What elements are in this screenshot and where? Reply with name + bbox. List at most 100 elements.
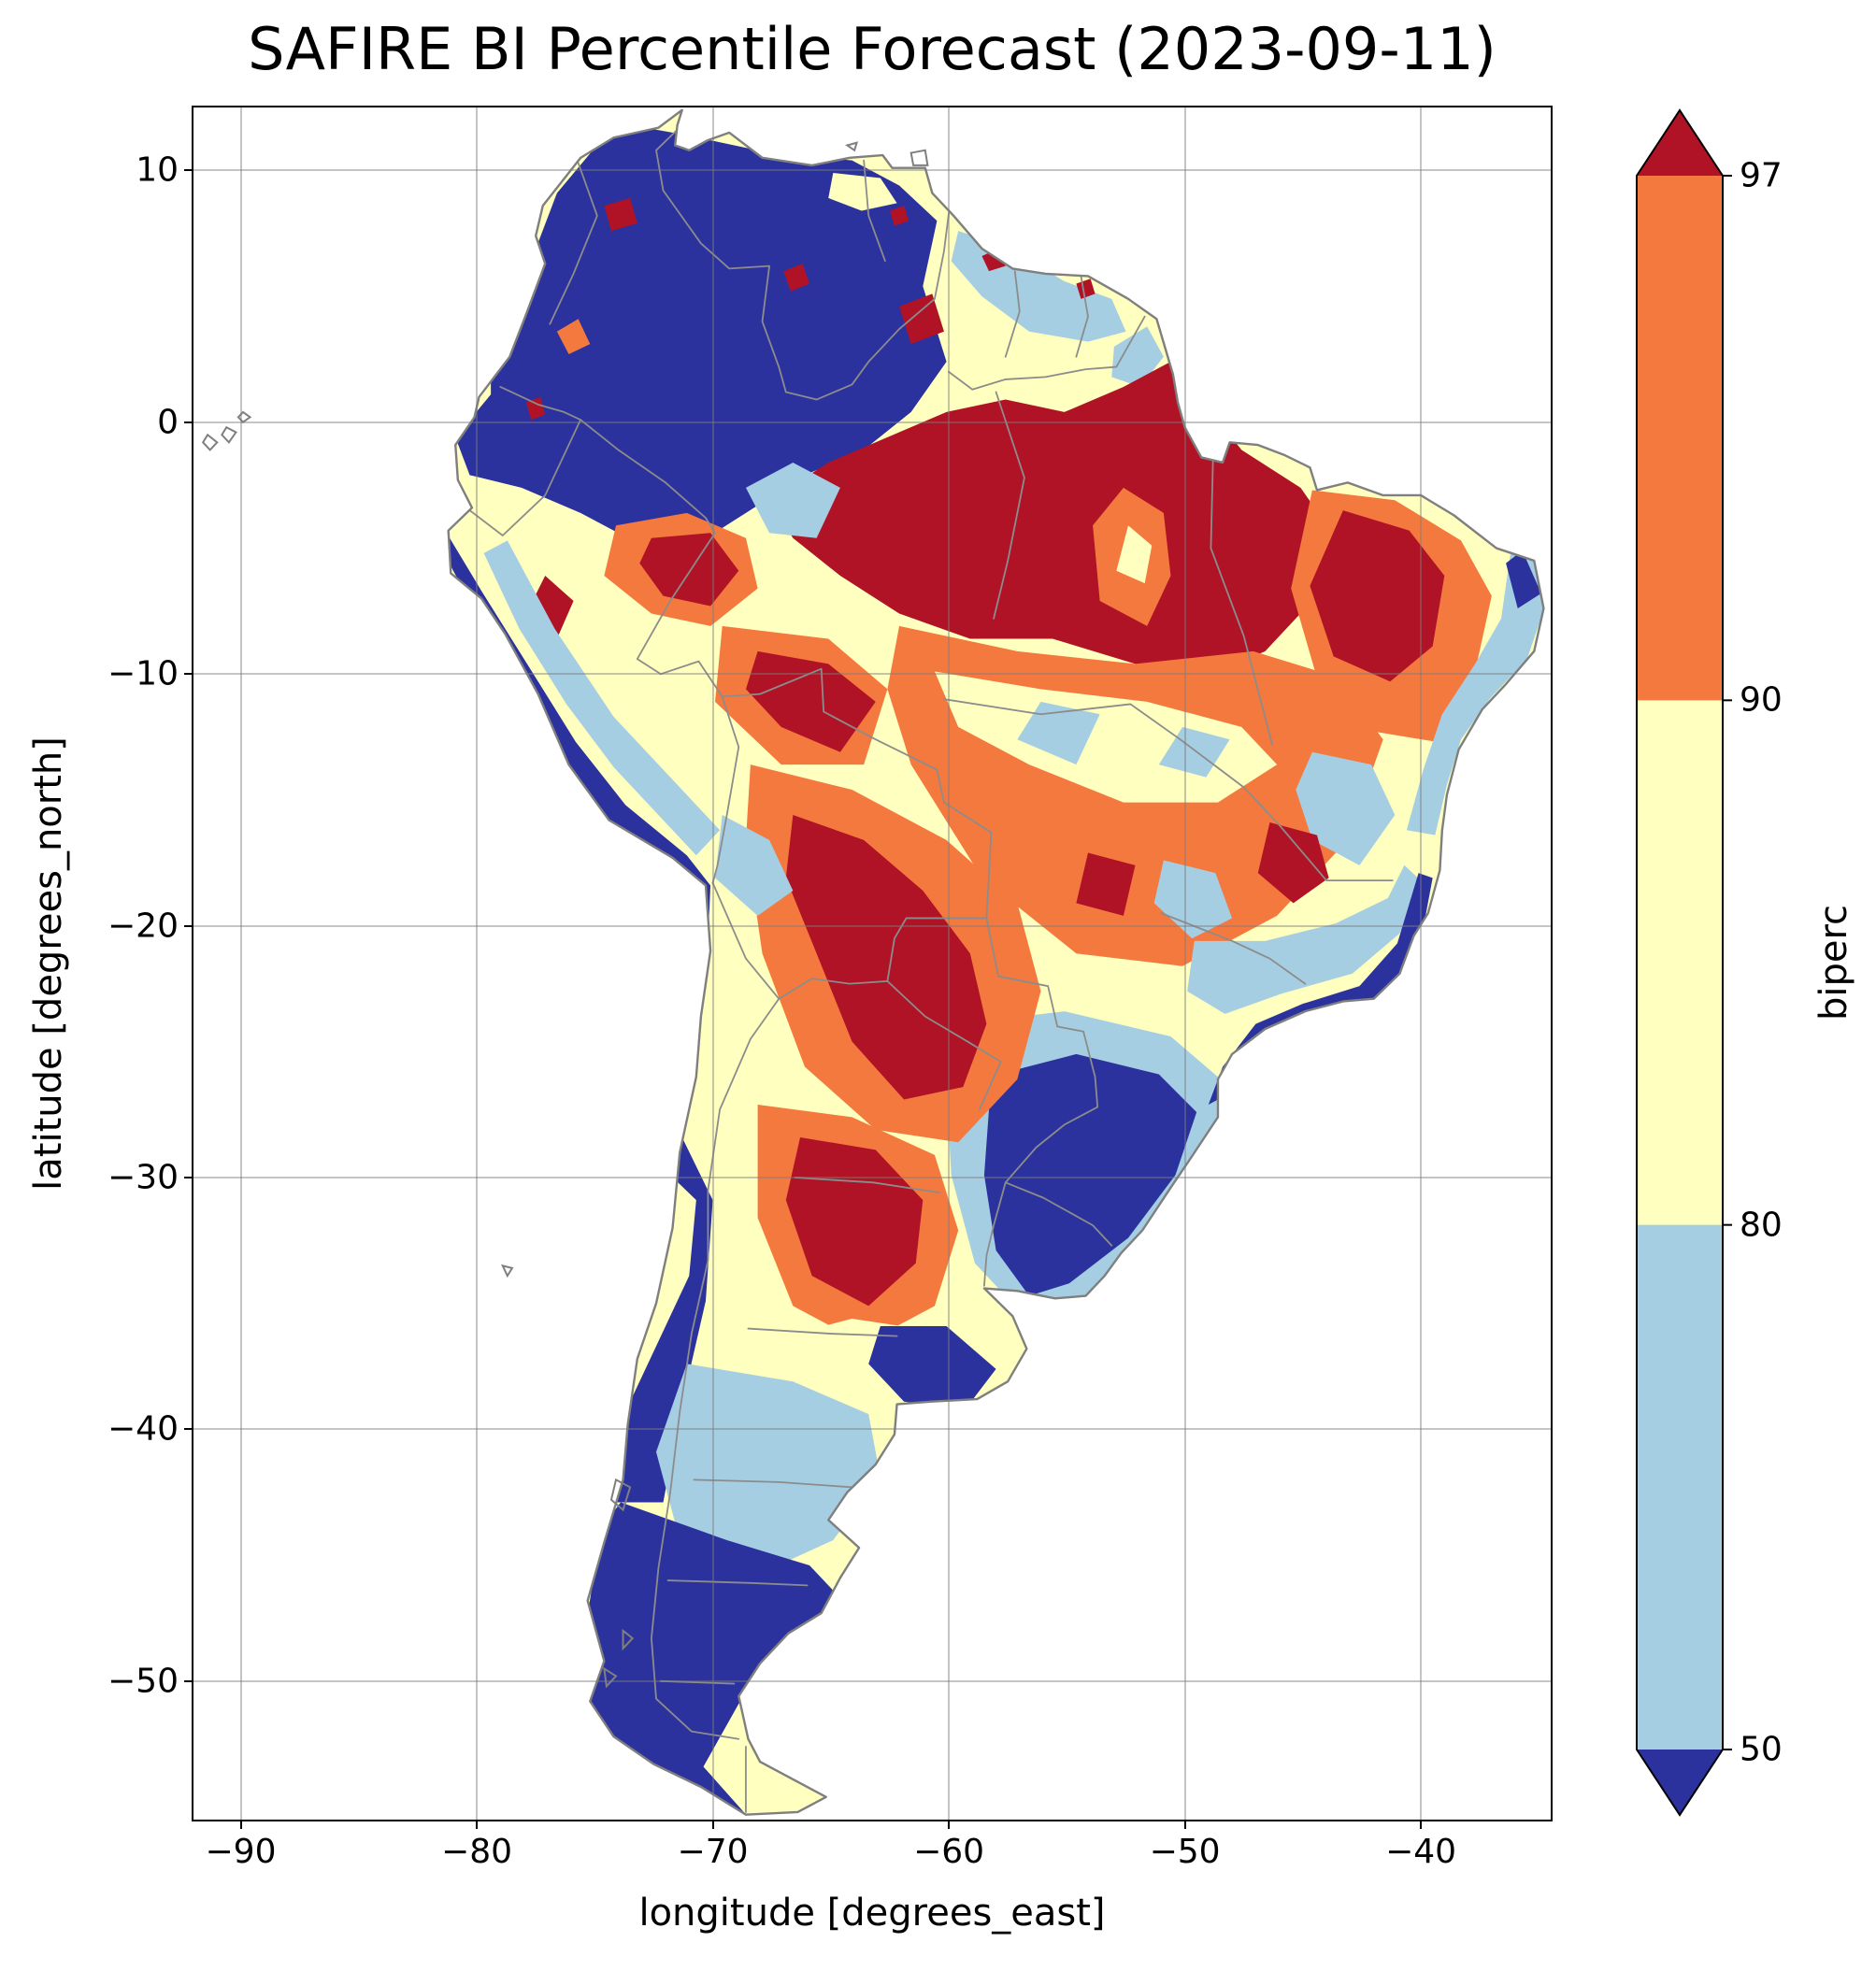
region-nw-navy (455, 122, 947, 551)
border-bol-bra (723, 669, 992, 919)
y-tick (184, 1679, 193, 1682)
colorbar-tick-label: 90 (1740, 680, 1783, 720)
border-ecu-per (469, 420, 580, 536)
border-bra-state-1 (994, 392, 1024, 618)
x-tick (948, 1820, 951, 1829)
region-chaco-red (785, 814, 987, 1100)
region-delta-red-spot (889, 206, 909, 226)
y-tick (184, 169, 193, 172)
colorbar: 97 90 80 50 (1636, 108, 1783, 1817)
colorbar-segment-50-80 (1637, 1224, 1723, 1750)
region-band-lightblue-2 (1158, 726, 1230, 778)
y-tick (184, 421, 193, 423)
y-tick-label: −10 (107, 654, 179, 693)
region-east-lightblue-1 (1296, 751, 1396, 865)
border-guyanas-bra (949, 317, 1145, 390)
y-tick (184, 1177, 193, 1178)
x-tick (476, 1820, 479, 1829)
colorbar-label: biperc (1812, 904, 1855, 1021)
border-par-bra (986, 918, 1083, 1031)
island-trinidad (911, 150, 928, 165)
border-chi-arg (652, 883, 779, 1739)
border-arg-b ra-uru (984, 1032, 1097, 1286)
grid-line-x (239, 107, 242, 1820)
region-guiana-red-2 (1076, 279, 1096, 299)
x-tick (239, 1820, 242, 1829)
island-juan-fernandez (503, 1265, 512, 1276)
y-axis-label: latitude [degrees_north] (27, 736, 70, 1191)
map-plot: −90 −80 −70 −60 −50 −40 10 0 −10 −20 −30 −40 −50 (107, 106, 1553, 1871)
grid-line-y (193, 1679, 1551, 1682)
x-tick (711, 1820, 714, 1829)
border-bra-state-4 (1181, 739, 1393, 880)
y-tick (184, 924, 193, 927)
x-tick-label: −50 (1149, 1833, 1221, 1871)
region-west-seam-lightblue (745, 462, 840, 538)
border-col-ecu (500, 387, 580, 420)
region-chile-navy (609, 1136, 713, 1503)
region-south-navy (983, 1053, 1197, 1296)
grid-line-x (711, 107, 714, 1820)
island-fjord-1 (604, 1668, 616, 1686)
border-uru-bra (1006, 1182, 1112, 1245)
region-buenosaires-navy (868, 1326, 996, 1409)
x-tick-label: −70 (677, 1833, 749, 1871)
region-band-lightblue-1 (1017, 701, 1100, 765)
x-tick-label: −40 (1385, 1833, 1457, 1871)
border-col-state (550, 163, 597, 323)
border-col-ven (656, 125, 786, 393)
map-canvas (193, 107, 1551, 1820)
region-andes-red-peru (639, 533, 739, 607)
colorbar-under-arrow (1637, 1750, 1723, 1815)
border-sur-guf (1076, 276, 1088, 356)
colorbar-tick-label: 97 (1740, 156, 1783, 195)
x-tick (1420, 1820, 1423, 1829)
region-altiplano-lightblue (715, 814, 794, 916)
region-east-red-1 (1257, 822, 1329, 904)
x-tick-label: −80 (441, 1833, 513, 1871)
region-corridor-yellow (1116, 525, 1153, 584)
grid-line-y (193, 421, 1551, 423)
coastline (449, 110, 1544, 1815)
y-tick-label: 0 (157, 403, 179, 442)
island-margarita (847, 143, 856, 150)
border-arg-prov-1 (795, 1178, 939, 1193)
island-galapagos-3 (238, 412, 251, 422)
border-par-arg (887, 981, 1000, 1109)
colorbar-tick-label: 50 (1740, 1730, 1783, 1769)
border-arg-prov-5 (661, 1681, 734, 1684)
region-patagonia-lightblue (655, 1364, 881, 1578)
colorbar-segment-90-97 (1637, 176, 1723, 701)
island-galapagos-1 (222, 427, 236, 442)
y-tick-label: −30 (107, 1158, 179, 1197)
border-per-bra (580, 420, 723, 696)
region-ne-tip-navy (1506, 550, 1541, 609)
grid-line-y (193, 924, 1551, 927)
grid-line-y (193, 1428, 1551, 1431)
grid-line-y (193, 1177, 1551, 1178)
x-axis-label: longitude [degrees_east] (638, 1892, 1106, 1935)
land-layer (448, 109, 1544, 1815)
chart-title: SAFIRE BI Percentile Forecast (2023-09-1… (248, 15, 1497, 83)
y-tick-label: −50 (107, 1662, 179, 1701)
grid-line-x (1183, 107, 1186, 1820)
region-roraima-red (899, 293, 944, 345)
region-peru-inner-lightblue (483, 540, 721, 856)
grid-line-x (948, 107, 951, 1820)
border-arg-prov-3 (694, 1479, 852, 1487)
island-chiloe (611, 1479, 630, 1509)
region-se-coast-lightblue (1187, 864, 1424, 1014)
border-arg-prov-2 (748, 1329, 896, 1336)
colorbar-tick-label: 80 (1740, 1206, 1783, 1245)
region-colombia-red-spot (604, 197, 637, 232)
island-fjord-2 (623, 1631, 633, 1649)
island-galapagos-2 (203, 435, 217, 450)
region-peru-coast-navy (448, 527, 711, 941)
grid-line-y (193, 169, 1551, 172)
grid-line-x (476, 107, 479, 1820)
region-ne-coast-lightblue (1406, 545, 1544, 836)
border-per-bol-chi (713, 696, 739, 882)
region-colombia-orange-spot (556, 319, 591, 354)
y-tick-label: 10 (136, 150, 179, 190)
